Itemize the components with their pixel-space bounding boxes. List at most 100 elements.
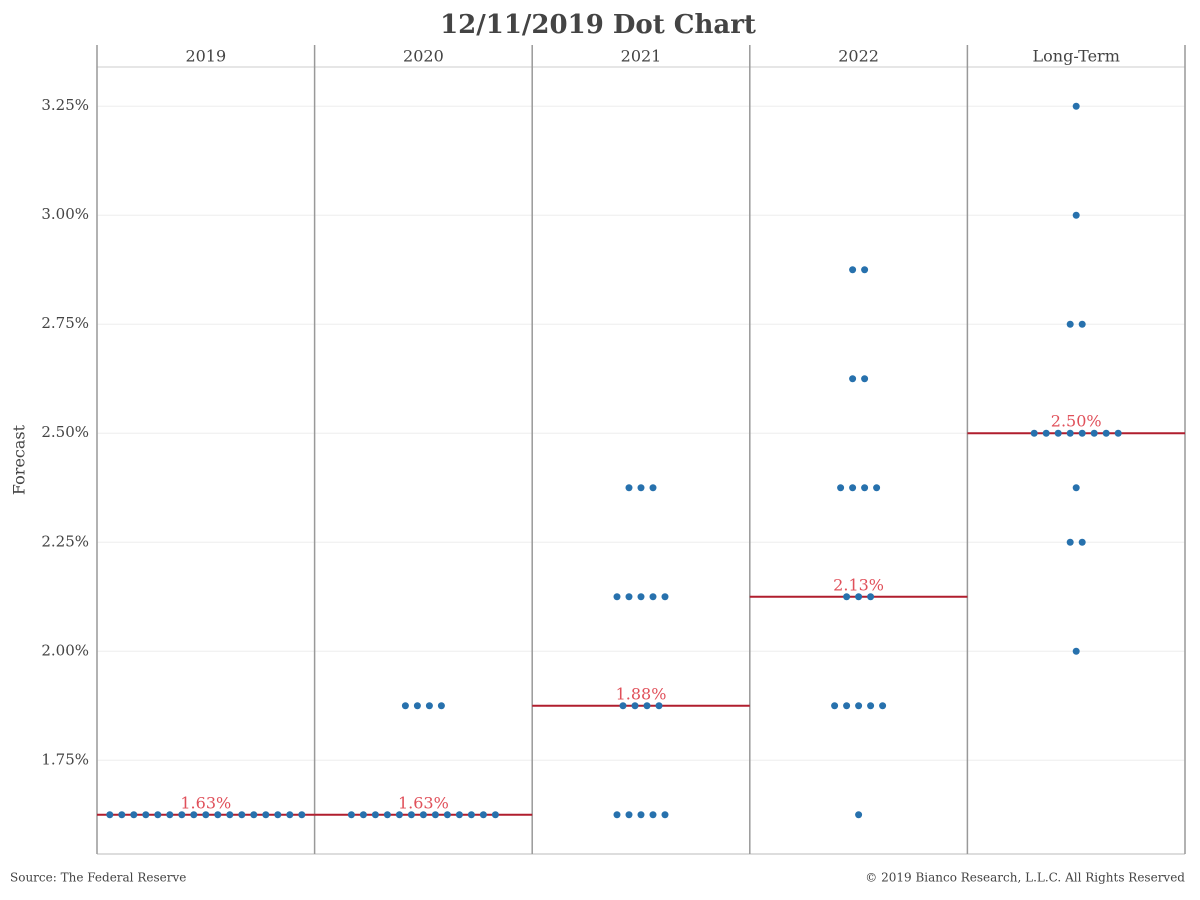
dot — [831, 702, 839, 710]
dot — [413, 702, 421, 710]
y-tick-label: 3.00% — [41, 205, 89, 223]
dot — [455, 811, 463, 819]
dot — [407, 811, 415, 819]
panel-label: 2019 — [185, 47, 226, 66]
dot — [286, 811, 294, 819]
dot — [1042, 429, 1050, 437]
dot — [202, 811, 210, 819]
dot — [479, 811, 487, 819]
dot — [879, 702, 887, 710]
source: Source: The Federal Reserve — [10, 871, 186, 885]
dot — [371, 811, 379, 819]
dot — [1030, 429, 1038, 437]
y-tick-label: 2.75% — [41, 314, 89, 332]
dot — [395, 811, 403, 819]
dot — [861, 266, 869, 274]
y-tick-label: 1.75% — [41, 750, 89, 768]
y-axis-label: Forecast — [10, 424, 29, 495]
dot — [649, 484, 657, 492]
dot — [855, 702, 863, 710]
dot — [226, 811, 234, 819]
dot — [347, 811, 355, 819]
dot — [661, 593, 669, 601]
dot — [274, 811, 282, 819]
panel-label: 2022 — [838, 47, 879, 66]
dot — [262, 811, 270, 819]
copyright: © 2019 Bianco Research, L.L.C. All Right… — [865, 871, 1185, 885]
dot — [637, 593, 645, 601]
dot — [837, 484, 845, 492]
dot — [643, 702, 651, 710]
dot — [401, 702, 409, 710]
dot — [625, 484, 633, 492]
dot — [214, 811, 222, 819]
dot — [1078, 429, 1086, 437]
dot — [142, 811, 150, 819]
dot — [637, 484, 645, 492]
dot — [849, 375, 857, 383]
dot — [298, 811, 306, 819]
dot — [1054, 429, 1062, 437]
dot — [419, 811, 427, 819]
dot — [1102, 429, 1110, 437]
dot — [1072, 647, 1080, 655]
dot — [619, 702, 627, 710]
dot — [250, 811, 258, 819]
dot — [437, 702, 445, 710]
dot — [855, 593, 863, 601]
dot — [1066, 538, 1074, 546]
median-label: 2.50% — [1051, 412, 1102, 431]
dot — [861, 484, 869, 492]
panel-label: 2021 — [621, 47, 662, 66]
dot — [1090, 429, 1098, 437]
dot — [1114, 429, 1122, 437]
dot — [1072, 484, 1080, 492]
dot — [649, 811, 657, 819]
panel-label: Long-Term — [1033, 47, 1120, 66]
median-label: 1.63% — [398, 793, 449, 812]
dot — [467, 811, 475, 819]
dot — [873, 484, 881, 492]
dot — [1078, 320, 1086, 328]
dot — [443, 811, 451, 819]
y-tick-label: 2.25% — [41, 532, 89, 550]
dot — [154, 811, 162, 819]
dot — [118, 811, 126, 819]
dot — [431, 811, 439, 819]
dot — [631, 702, 639, 710]
dot — [849, 266, 857, 274]
dot — [425, 702, 433, 710]
dot — [359, 811, 367, 819]
chart-title: 12/11/2019 Dot Chart — [440, 10, 756, 40]
dot — [383, 811, 391, 819]
dot — [613, 811, 621, 819]
dot — [843, 702, 851, 710]
dot — [655, 702, 663, 710]
median-label: 2.13% — [833, 575, 884, 594]
dot — [849, 484, 857, 492]
dot — [867, 593, 875, 601]
dot — [661, 811, 669, 819]
dot — [166, 811, 174, 819]
dot — [130, 811, 138, 819]
dot — [1072, 211, 1080, 219]
dot — [178, 811, 186, 819]
dot — [491, 811, 499, 819]
dot — [106, 811, 114, 819]
dot — [625, 593, 633, 601]
y-tick-label: 2.50% — [41, 423, 89, 441]
median-label: 1.88% — [616, 684, 667, 703]
dot — [1078, 538, 1086, 546]
dot — [1072, 102, 1080, 110]
dot — [1066, 429, 1074, 437]
dot — [625, 811, 633, 819]
y-tick-label: 2.00% — [41, 641, 89, 659]
dot — [867, 702, 875, 710]
dot — [855, 811, 863, 819]
dot — [1066, 320, 1074, 328]
dot — [238, 811, 246, 819]
dot — [190, 811, 198, 819]
y-tick-label: 3.25% — [41, 96, 89, 114]
dot — [637, 811, 645, 819]
